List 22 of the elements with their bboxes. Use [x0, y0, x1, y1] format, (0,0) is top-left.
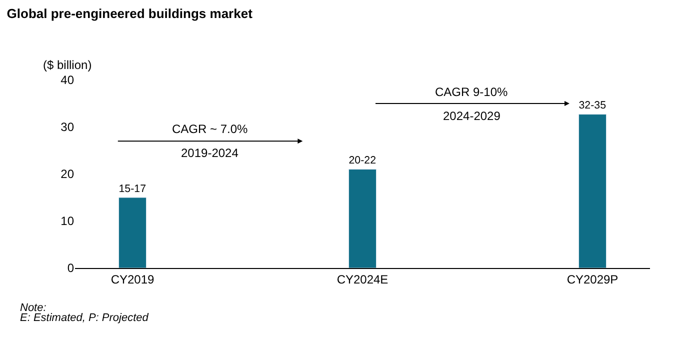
y-tick-label: 40	[60, 73, 74, 88]
x-tick-label: CY2029P	[566, 272, 618, 286]
y-axis-title: ($ billion)	[43, 58, 92, 72]
text: Note:	[20, 302, 46, 314]
annotation: 2019-2024	[181, 146, 239, 160]
data-label: 32-35	[578, 100, 606, 112]
x-tick-label: CY2024E	[336, 272, 388, 286]
bar	[118, 197, 147, 268]
bar	[578, 114, 607, 268]
data-label: 20-22	[348, 154, 376, 167]
chart-title: Global pre-engineered buildings market	[6, 6, 254, 21]
y-tick-label: 0	[67, 261, 74, 276]
data-label: 15-17	[118, 182, 146, 195]
y-tick-label: 30	[60, 120, 74, 134]
y-tick-label: 20	[60, 167, 74, 182]
annotation: CAGR 9-10%	[435, 85, 508, 99]
annotation: 2024-2029	[443, 109, 501, 123]
y-tick-label: 10	[60, 214, 74, 228]
text: E: Estimated, P: Projected	[20, 312, 150, 324]
bar	[348, 169, 377, 268]
annotation: CAGR ~ 7.0%	[172, 122, 248, 136]
x-tick-label: CY2019	[110, 272, 155, 286]
